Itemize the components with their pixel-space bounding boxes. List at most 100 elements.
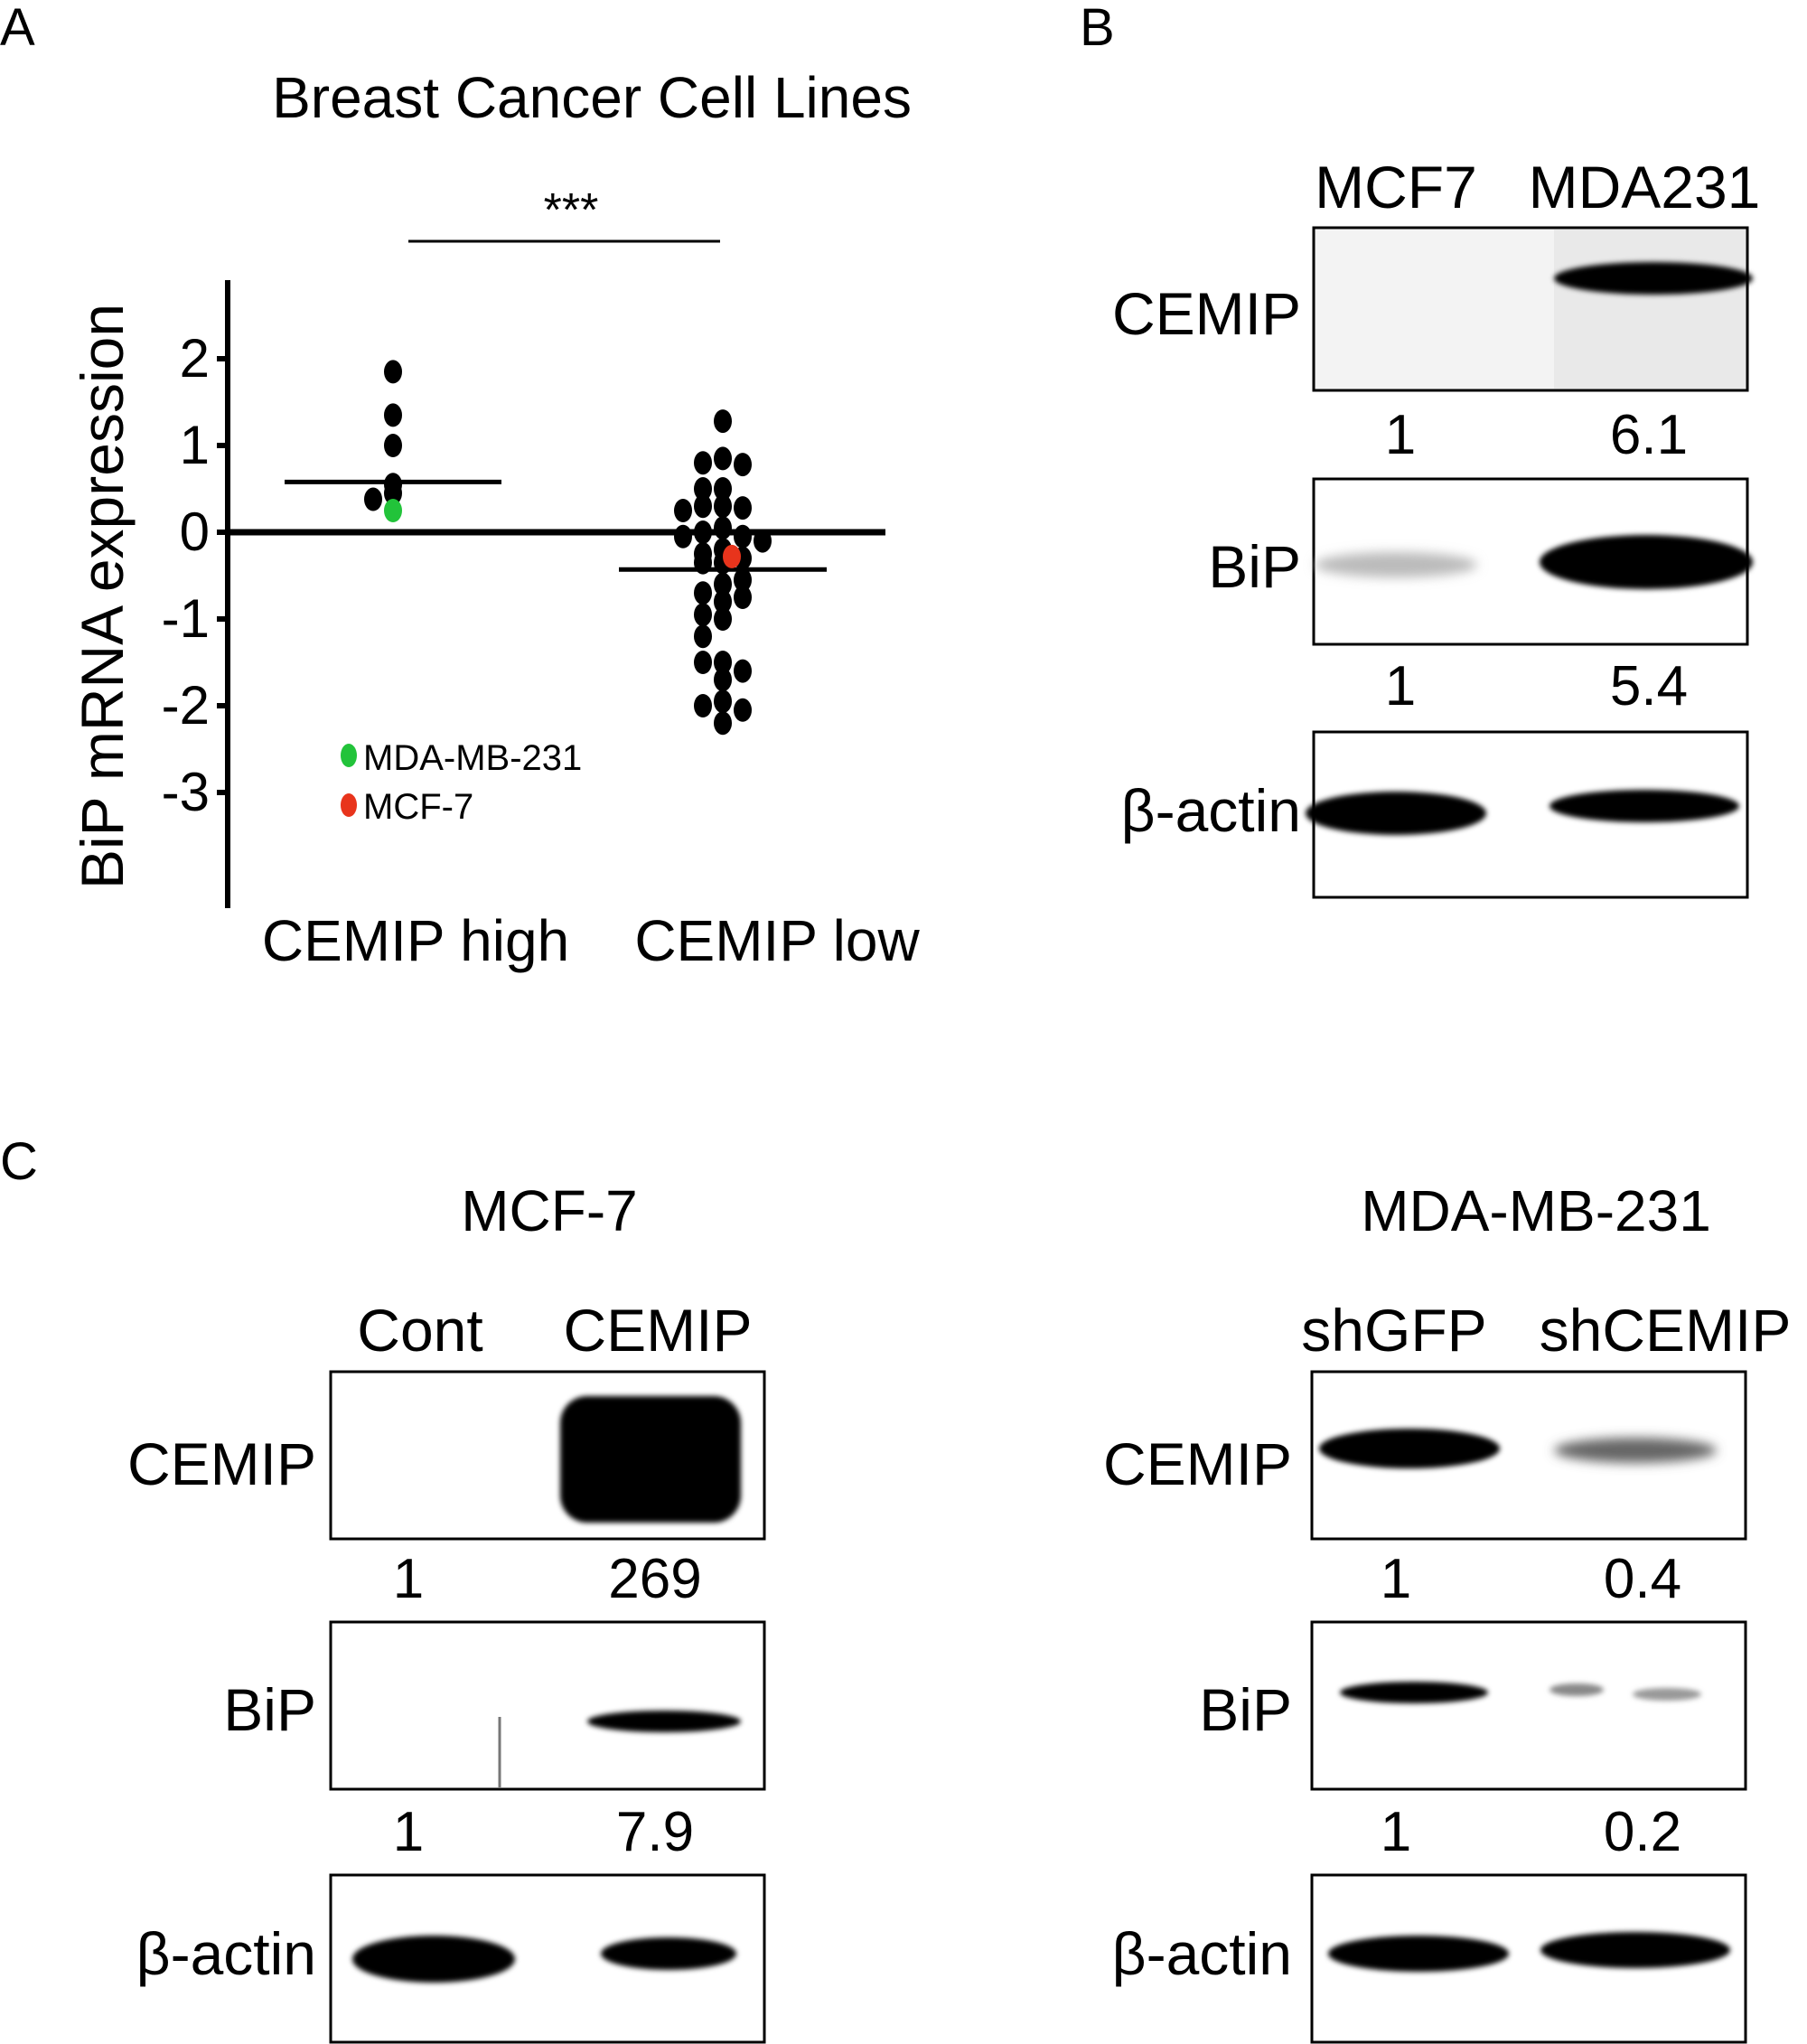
data-point (734, 567, 752, 592)
data-point (714, 516, 732, 540)
panel-c-right-lane-1: shGFP (1301, 1297, 1486, 1364)
y-tick-label: 2 (180, 328, 210, 389)
data-point (384, 434, 402, 457)
panel-b-row-label-bip: BiP (1208, 533, 1301, 600)
data-point (734, 698, 752, 722)
data-point (734, 496, 752, 520)
data-point (714, 572, 732, 596)
significance-stars: *** (544, 184, 599, 237)
panel-c-right-row-label-cemip: CEMIP (1103, 1430, 1292, 1497)
panel-letter-c: C (0, 1132, 38, 1191)
panel-c-left-lane-2: CEMIP (563, 1297, 752, 1364)
highlight-point-mda-mb-231 (384, 499, 402, 522)
panel-b-quant-bip-1: 1 (1385, 655, 1416, 717)
panel-c-left-lane-1: Cont (357, 1297, 482, 1364)
panel-b-lane-2: MDA231 (1529, 154, 1761, 220)
data-point (734, 659, 752, 683)
category-label-cemip-high: CEMIP high (262, 908, 569, 973)
data-point (714, 607, 732, 631)
y-axis-label: BiP mRNA expression (69, 304, 136, 889)
data-point (694, 494, 712, 519)
panel-c-left-title: MCF-7 (461, 1178, 638, 1243)
panel-c-right-blot-bip (1310, 1620, 1747, 1791)
data-point (714, 409, 732, 434)
data-point (714, 589, 732, 614)
legend-label-mcf7: MCF-7 (363, 787, 473, 827)
data-point (674, 524, 692, 549)
panel-c-left-row-label-bip: BiP (223, 1676, 316, 1743)
data-point (694, 581, 712, 605)
data-point (384, 403, 402, 427)
panel-b-row-label-cemip: CEMIP (1112, 280, 1301, 347)
panel-b-lane-1: MCF7 (1315, 154, 1477, 220)
y-ticks: 2 1 0 -1 -2 -3 (162, 328, 228, 822)
panel-b-blot-actin (1306, 730, 1749, 899)
panel-b-quant-cemip-2: 6.1 (1610, 404, 1688, 466)
panel-c-right-row-label-bip: BiP (1199, 1676, 1292, 1743)
legend-marker-mcf7 (341, 793, 357, 817)
data-point (694, 624, 712, 649)
panel-c-right-quant-cemip-2: 0.4 (1604, 1548, 1681, 1610)
data-point (694, 520, 712, 544)
highlight-point-mcf-7 (723, 544, 741, 568)
panel-b-row-label-actin: β-actin (1121, 777, 1301, 844)
panel-b-blot-cemip (1312, 226, 1753, 392)
panel-c-right-blot-cemip (1310, 1370, 1747, 1541)
legend-marker-mda (341, 744, 357, 767)
data-point (754, 529, 772, 553)
data-point (364, 487, 382, 511)
data-point (714, 477, 732, 501)
panel-c-left-quant-bip-2: 7.9 (616, 1801, 694, 1863)
panel-c-right-quant-bip-1: 1 (1381, 1801, 1411, 1863)
data-point (734, 524, 752, 549)
panel-b-quant-cemip-1: 1 (1385, 404, 1416, 466)
y-tick-label: -1 (162, 588, 210, 649)
panel-letter-a: A (0, 0, 35, 57)
y-tick-label: -2 (162, 675, 210, 736)
panel-c-left-quant-bip-1: 1 (393, 1801, 424, 1863)
chart-title: Breast Cancer Cell Lines (272, 65, 912, 130)
y-tick-label: -3 (162, 762, 210, 822)
data-point (714, 689, 732, 714)
panel-c-right-row-label-actin: β-actin (1112, 1920, 1292, 1987)
data-points (364, 360, 772, 736)
scatter-chart: BiP mRNA expression 2 1 0 -1 -2 -3 *** CEMIP … (69, 184, 920, 973)
legend: MDA-MB-231 MCF-7 (341, 738, 582, 827)
data-point (694, 694, 712, 717)
data-point (714, 668, 732, 692)
panel-c-left-quant-cemip-1: 1 (393, 1548, 424, 1610)
data-point (694, 451, 712, 475)
panel-c-right-quant-cemip-1: 1 (1381, 1548, 1411, 1610)
panel-c-left-blot-bip (329, 1620, 766, 1791)
panel-c-left-row-label-actin: β-actin (136, 1920, 316, 1987)
panel-c-right-blot-actin (1310, 1873, 1747, 2044)
data-point (734, 586, 752, 609)
legend-label-mda: MDA-MB-231 (363, 738, 582, 778)
panel-c-right-quant-bip-2: 0.2 (1604, 1801, 1681, 1863)
data-point (714, 711, 732, 736)
y-tick-label: 0 (180, 502, 210, 562)
data-point (674, 499, 692, 522)
data-point (694, 550, 712, 575)
panel-b-blot-bip (1312, 477, 1753, 646)
data-point (734, 453, 752, 477)
y-tick-label: 1 (180, 415, 210, 475)
data-point (714, 651, 732, 674)
data-point (694, 477, 712, 501)
data-point (714, 494, 732, 519)
panel-c-right-title: MDA-MB-231 (1361, 1178, 1711, 1243)
data-point (694, 651, 712, 674)
panel-b-quant-bip-2: 5.4 (1610, 655, 1688, 717)
panel-c-right-lane-2: shCEMIP (1540, 1297, 1792, 1364)
panel-c-left-blot-actin (329, 1873, 766, 2044)
data-point (714, 446, 732, 471)
panel-c-left-quant-cemip-2: 269 (608, 1548, 701, 1610)
panel-c-left-blot-cemip (329, 1370, 766, 1541)
panel-letter-b: B (1080, 0, 1115, 57)
category-label-cemip-low: CEMIP low (634, 908, 920, 973)
data-point (384, 360, 402, 384)
data-point (694, 603, 712, 627)
data-point (384, 481, 402, 505)
panel-c-left-row-label-cemip: CEMIP (127, 1430, 316, 1497)
